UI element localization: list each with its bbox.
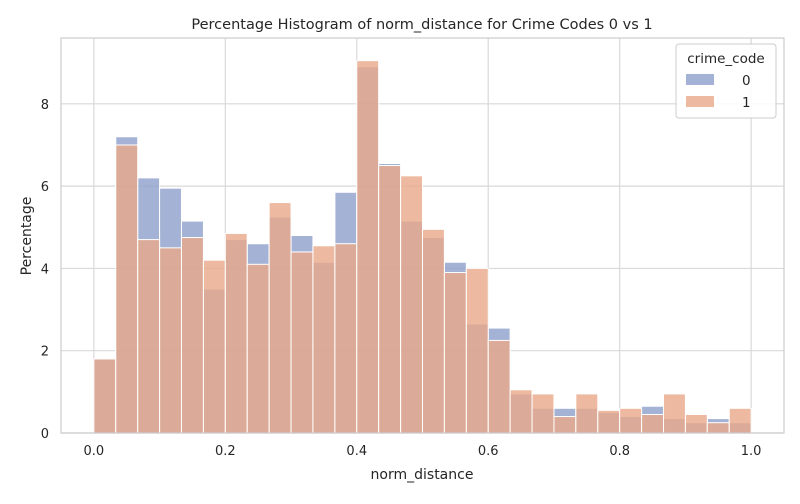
x-tick-label: 0.6 [478, 444, 499, 459]
bar-crime-code-1 [728, 407, 752, 434]
bar-crime-code-1 [268, 202, 292, 434]
legend-swatch-crime-code-1 [686, 96, 714, 107]
bar-crime-code-1 [422, 228, 445, 434]
bar-crime-code-1 [224, 232, 248, 434]
bar-crime-code-1 [531, 393, 555, 434]
bar-crime-code-1 [465, 267, 489, 434]
x-tick-label: 1.0 [741, 444, 762, 459]
x-tick-label: 0.2 [215, 444, 236, 459]
x-axis-label: norm_distance [371, 467, 474, 483]
axis-ticks: 0.0 0.2 0.4 0.6 0.8 1.0 0 2 4 6 8 [41, 98, 762, 459]
bar-crime-code-1 [180, 237, 204, 434]
y-tick-label: 4 [41, 262, 49, 277]
bar-crime-code-1 [202, 259, 226, 434]
bar-crime-code-1 [706, 422, 730, 434]
y-axis-label: Percentage [19, 197, 35, 276]
y-tick-label: 8 [41, 98, 49, 113]
axes-border [60, 37, 785, 434]
y-tick-label: 2 [41, 345, 49, 360]
legend: crime_code 0 1 [675, 43, 777, 119]
legend-label-crime-code-0: 0 [742, 73, 751, 89]
x-tick-label: 0.4 [346, 444, 367, 459]
bar-crime-code-1 [246, 263, 270, 434]
bar-crime-code-1 [290, 251, 314, 434]
bar-crime-code-1 [641, 413, 665, 434]
chart-title: Percentage Histogram of norm_distance fo… [191, 17, 652, 33]
bar-crime-code-1 [553, 416, 577, 434]
bar-crime-code-1 [400, 175, 424, 434]
legend-label-crime-code-1: 1 [742, 95, 751, 111]
bar-crime-code-1 [159, 247, 182, 434]
bar-crime-code-1 [509, 389, 533, 434]
plot-frame [60, 37, 785, 434]
legend-title: crime_code [687, 51, 765, 67]
bar-crime-code-1 [93, 358, 117, 434]
bar-crime-code-1 [334, 243, 358, 434]
bar-crime-code-1 [663, 393, 686, 434]
x-tick-label: 0.0 [84, 444, 105, 459]
y-tick-label: 6 [41, 180, 49, 195]
bar-crime-code-1 [597, 409, 621, 434]
bar-crime-code-1 [312, 245, 336, 434]
histogram-bars [93, 60, 752, 434]
bar-crime-code-1 [575, 393, 599, 434]
bar-crime-code-1 [378, 165, 402, 434]
bar-crime-code-1 [443, 272, 467, 434]
y-tick-label: 0 [41, 427, 49, 442]
bar-crime-code-1 [137, 239, 161, 434]
bar-crime-code-1 [684, 413, 708, 434]
bar-crime-code-1 [619, 407, 643, 434]
bar-crime-code-1 [487, 339, 511, 434]
bar-crime-code-1 [115, 144, 139, 434]
legend-swatch-crime-code-0 [686, 74, 714, 85]
x-tick-label: 0.8 [609, 444, 630, 459]
bar-crime-code-1 [356, 60, 380, 434]
